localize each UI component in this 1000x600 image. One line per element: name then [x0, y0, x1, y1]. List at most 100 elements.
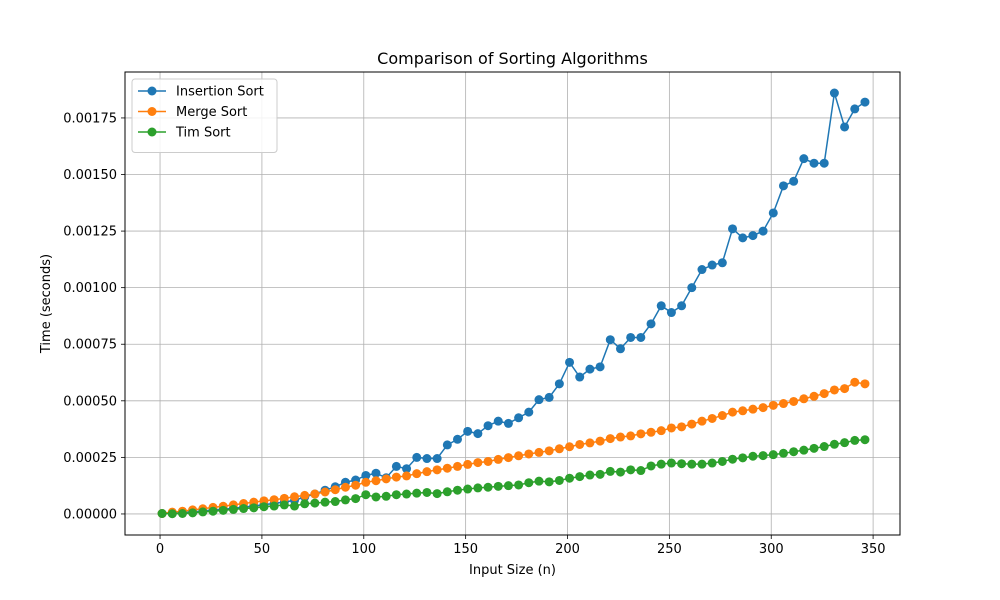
merge-sort-point	[330, 485, 340, 495]
insertion-sort-point	[656, 301, 666, 311]
tim-sort-point	[188, 508, 198, 518]
insertion-sort-point	[534, 395, 544, 405]
tim-sort-point	[544, 477, 554, 487]
tim-sort-point	[758, 451, 768, 461]
merge-sort-point	[656, 426, 666, 436]
tim-sort-point	[249, 503, 259, 513]
insertion-sort-point	[361, 470, 371, 480]
x-tick-label: 0	[156, 542, 164, 557]
tim-sort-point	[778, 448, 788, 458]
insertion-sort-point	[605, 335, 615, 345]
merge-sort-point	[361, 477, 371, 487]
merge-sort-point	[412, 469, 422, 479]
insertion-sort-point	[483, 421, 493, 431]
tim-sort-point	[157, 509, 167, 519]
y-tick-label: 0.00175	[63, 111, 117, 126]
merge-sort-point	[605, 434, 615, 444]
merge-sort-point	[463, 459, 473, 469]
tim-sort-point	[728, 454, 738, 464]
y-tick-label: 0.00050	[63, 394, 117, 409]
merge-sort-point	[575, 439, 585, 449]
merge-sort-point	[473, 458, 483, 468]
merge-sort-point	[717, 411, 727, 421]
insertion-sort-point	[789, 176, 799, 186]
tim-sort-point	[595, 469, 605, 479]
tim-sort-point	[239, 504, 249, 514]
merge-sort-point	[391, 472, 401, 482]
legend-label: Insertion Sort	[176, 85, 264, 100]
y-tick-label: 0.00000	[63, 507, 117, 522]
insertion-sort-point	[452, 434, 462, 444]
insertion-sort-point	[585, 364, 595, 374]
tim-sort-point	[687, 459, 697, 469]
tim-sort-point	[320, 497, 330, 507]
tim-sort-point	[473, 483, 483, 493]
tim-sort-point	[860, 435, 870, 445]
x-axis-label: Input Size (n)	[469, 563, 556, 578]
merge-sort-point	[503, 453, 513, 463]
merge-sort-point	[402, 471, 412, 481]
merge-sort-point	[534, 447, 544, 457]
insertion-sort-point	[595, 362, 605, 372]
insertion-sort-point	[717, 258, 727, 268]
tim-sort-point	[503, 481, 513, 491]
merge-sort-point	[422, 467, 432, 477]
legend: Insertion Sort Merge Sort Tim Sort	[131, 78, 278, 153]
insertion-sort-point	[554, 379, 564, 389]
tim-sort-point	[259, 502, 269, 512]
tim-sort-point	[534, 476, 544, 486]
tim-sort-line	[162, 438, 866, 515]
merge-sort-point	[748, 404, 758, 414]
merge-sort-point	[432, 465, 442, 475]
y-tick-label: 0.00100	[63, 281, 117, 296]
merge-sort-point	[789, 396, 799, 406]
tim-sort-point	[442, 487, 452, 497]
tim-sort-point	[514, 480, 524, 490]
tim-sort-point	[483, 482, 493, 492]
merge-sort-point	[290, 492, 300, 502]
x-tick-label: 300	[759, 542, 784, 557]
x-tick-label: 250	[657, 542, 682, 557]
tim-sort-point	[208, 506, 218, 516]
tim-sort-point	[717, 456, 727, 466]
tim-sort-point	[605, 466, 615, 476]
merge-sort-point	[615, 432, 625, 442]
insertion-sort-point	[748, 231, 758, 241]
insertion-sort-point	[524, 407, 534, 417]
legend-item-insertion-sort: Insertion Sort	[138, 85, 264, 100]
tim-sort-point	[463, 484, 473, 494]
insertion-sort-point	[503, 418, 513, 428]
tim-sort-point	[850, 435, 860, 445]
tim-sort-point	[402, 489, 412, 499]
insertion-sort-point	[840, 122, 850, 132]
tim-sort-point	[799, 445, 809, 455]
tim-sort-point	[340, 495, 350, 505]
tim-sort-point	[636, 466, 646, 476]
x-tick-label: 200	[555, 542, 580, 557]
y-tick-label: 0.00125	[63, 225, 117, 240]
y-axis-label: Time (seconds)	[39, 254, 54, 354]
tim-sort-point	[279, 500, 289, 510]
insertion-sort-point	[697, 265, 707, 275]
tim-sort-point	[524, 478, 534, 488]
plot-series	[157, 88, 870, 519]
tim-sort-point	[351, 494, 361, 504]
y-tick-label: 0.00075	[63, 338, 117, 353]
merge-sort-point	[850, 377, 860, 387]
tim-sort-point	[330, 497, 340, 507]
insertion-sort-point	[758, 226, 768, 236]
merge-sort-point	[300, 490, 310, 500]
tim-sort-point	[738, 453, 748, 463]
insertion-sort-point	[575, 372, 585, 382]
chart-title: Comparison of Sorting Algorithms	[377, 49, 648, 68]
legend-marker	[147, 127, 157, 137]
tim-sort-point	[432, 489, 442, 499]
tim-sort-point	[422, 487, 432, 497]
merge-sort-point	[860, 379, 870, 389]
merge-sort-point	[819, 389, 829, 399]
merge-sort-point	[514, 451, 524, 461]
merge-sort-point	[829, 385, 839, 395]
legend-item-tim-sort: Tim Sort	[138, 126, 231, 141]
insertion-sort-line	[162, 92, 866, 515]
tim-sort-point	[748, 451, 758, 461]
